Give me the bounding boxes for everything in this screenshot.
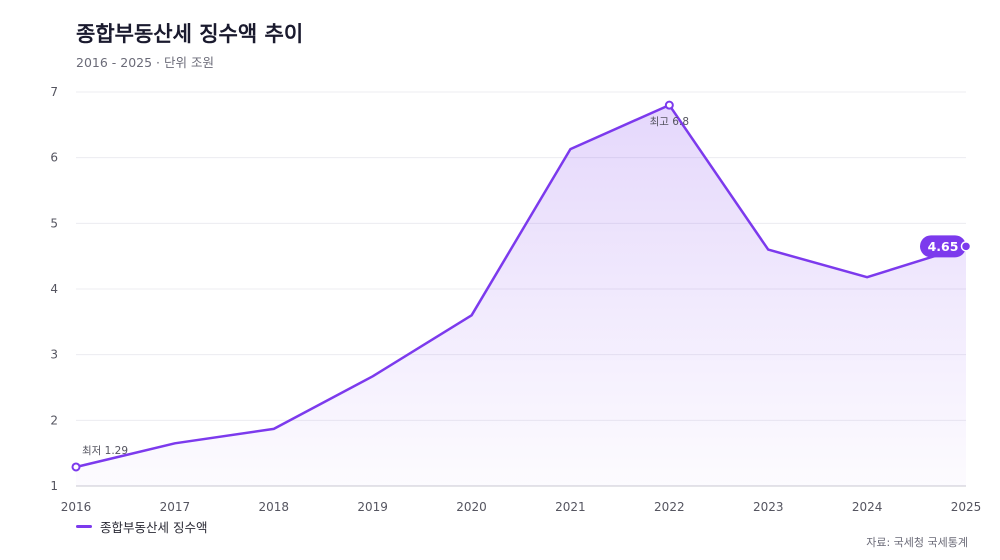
annotation-layer: 최저 1.29 최고 6.8 4.65 bbox=[71, 100, 972, 472]
chart-subtitle: 2016 - 2025 · 단위 조원 bbox=[76, 55, 214, 70]
y-tick-label: 4 bbox=[50, 282, 58, 296]
x-tick-label: 2016 bbox=[61, 500, 92, 514]
chart-title: 종합부동산세 징수액 추이 bbox=[76, 22, 304, 46]
series-line bbox=[74, 103, 968, 469]
last-value-badge bbox=[920, 235, 966, 258]
x-tick-label: 2022 bbox=[654, 500, 685, 514]
last-point-marker bbox=[960, 241, 972, 252]
y-tick-label: 6 bbox=[50, 151, 58, 165]
legend-label: 종합부동산세 징수액 bbox=[100, 520, 208, 535]
y-tick-label: 2 bbox=[50, 413, 58, 427]
area-fill bbox=[76, 105, 966, 486]
axis-layer: 1 2 3 4 5 6 7 2016 2017 2018 2019 2020 2021 2022 2023 2… bbox=[50, 85, 981, 514]
last-value-label: 4.65 bbox=[928, 239, 959, 254]
y-tick-label: 1 bbox=[50, 479, 58, 493]
x-tick-label: 2017 bbox=[160, 500, 191, 514]
y-tick-label: 5 bbox=[50, 216, 58, 230]
y-tick-label: 3 bbox=[50, 348, 58, 362]
max-point-label: 최고 6.8 bbox=[650, 116, 689, 128]
source-note: 자료: 국세청 국세통계 bbox=[866, 536, 968, 549]
x-tick-label: 2023 bbox=[753, 500, 784, 514]
x-tick-label: 2021 bbox=[555, 500, 586, 514]
min-point-marker bbox=[71, 462, 81, 472]
area-layer bbox=[76, 105, 966, 486]
x-tick-label: 2020 bbox=[456, 500, 487, 514]
y-tick-label: 7 bbox=[50, 85, 58, 99]
x-tick-label: 2018 bbox=[259, 500, 290, 514]
line-layer bbox=[74, 103, 968, 469]
max-point-marker bbox=[664, 100, 674, 110]
legend: 종합부동산세 징수액 bbox=[76, 517, 207, 536]
min-point-label: 최저 1.29 bbox=[82, 445, 128, 457]
x-tick-label: 2019 bbox=[357, 500, 388, 514]
x-tick-label: 2025 bbox=[951, 500, 982, 514]
legend-swatch bbox=[76, 525, 92, 528]
x-tick-label: 2024 bbox=[852, 500, 883, 514]
